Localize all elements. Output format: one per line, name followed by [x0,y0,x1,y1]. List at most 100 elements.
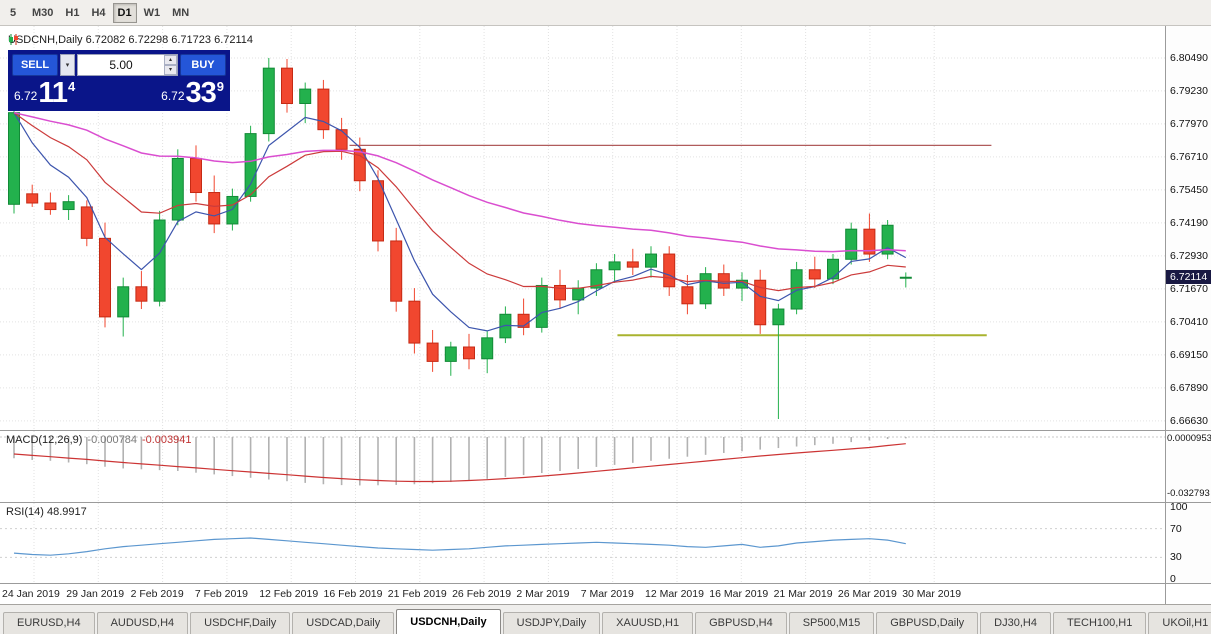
volume-decrease-button[interactable]: ▾ [164,65,177,75]
volume-increase-button[interactable]: ▴ [164,55,177,65]
candle-bullish [736,279,748,289]
price-axis-label: 6.69150 [1170,348,1208,361]
rsi-panel[interactable]: RSI(14) 48.9917 [0,503,1165,583]
candle-bullish [572,287,585,301]
date-axis-label: 7 Mar 2019 [580,588,634,600]
rsi-axis: 100 70 30 0 [1166,501,1211,585]
price-axis[interactable]: 6.72114 6.80490 6.79230 6.77970 6.76710 6.75… [1166,26,1211,430]
macd-axis: 0.0000953 -0.032793 [1166,431,1211,502]
macd-signal-value: -0.003941 [141,434,192,446]
timeframe-button-w1[interactable]: W1 [139,3,166,23]
timeframe-button-d1[interactable]: D1 [112,2,137,23]
price-axis-label: 6.70410 [1170,315,1208,328]
price-axis-label: 6.74190 [1170,216,1208,229]
rsi-line [13,537,906,556]
sell-price-big-digits: 11 [38,77,68,109]
candle-bullish [171,157,184,221]
price-axis-label: 6.80490 [1170,51,1208,64]
symbol-tab-usdjpy-daily[interactable]: USDJPY,Daily [502,612,601,634]
rsi-axis-label: 70 [1170,522,1182,535]
symbol-tab-gbpusd-h4[interactable]: GBPUSD,H4 [695,612,787,634]
candle-bearish [26,193,39,204]
chevron-down-icon: ▾ [168,67,172,73]
chart-tab-bar: EURUSD,H4 AUDUSD,H4 USDCHF,Daily USDCAD,Dai… [0,604,1211,634]
symbol-tab-tech100-h1[interactable]: TECH100,H1 [1052,612,1147,634]
symbol-tab-eurusd-h4[interactable]: EURUSD,H4 [3,612,95,634]
sell-price-pip-digit: 4 [68,79,76,94]
candle-bullish [244,133,257,197]
date-axis-label: 12 Mar 2019 [645,588,704,600]
candle-bullish [262,67,275,135]
chevron-down-icon: ▾ [65,62,70,69]
symbol-tab-ukoil-h1[interactable]: UKOil,H1 [1148,612,1211,634]
macd-indicator-name: MACD(12,26,9) [6,434,83,446]
timeframe-button-m30[interactable]: M30 [27,3,58,23]
candle-bullish [881,224,894,255]
candle-bullish [153,219,166,302]
sell-button[interactable]: SELL [12,54,58,76]
macd-signal-line [13,443,906,483]
candle-bullish [699,273,712,305]
symbol-tab-usdcad-daily[interactable]: USDCAD,Daily [292,612,395,634]
symbol-tab-gbpusd-daily[interactable]: GBPUSD,Daily [876,612,979,634]
candlestick-chart-icon [9,34,18,45]
date-axis-label: 12 Feb 2019 [259,588,319,600]
main-chart-canvas[interactable] [0,26,1165,430]
candle-bullish [608,261,621,271]
price-axis-label: 6.75450 [1170,183,1208,196]
symbol-tab-usdcnh-daily[interactable]: USDCNH,Daily [396,609,501,634]
candle-bearish [281,67,293,105]
symbol-tab-audusd-h4[interactable]: AUDUSD,H4 [96,612,189,634]
main-chart-area[interactable]: USDCNH,Daily 6.72082 6.72298 6.71723 6.7… [0,26,1165,430]
volume-input[interactable] [78,55,164,75]
date-axis-label: 7 Feb 2019 [194,588,249,600]
candle-bearish [463,346,475,360]
candle-bullish [845,228,858,260]
timeframe-toolbar: 5 M30 H1 H4 D1 W1 MN [0,0,1211,26]
panel-separator[interactable] [0,430,1211,431]
candle-bearish [426,342,439,362]
candle-bullish [481,337,494,360]
date-axis-label: 21 Mar 2019 [773,588,833,600]
price-axis-label: 6.66630 [1170,414,1208,427]
candle-bearish [80,206,93,239]
timeframe-button-5[interactable]: 5 [1,3,25,23]
timeframe-button-h4[interactable]: H4 [86,3,110,23]
candle-bearish [517,313,530,328]
one-click-trade-panel: SELL ▾ ▴ ▾ BUY 6.72 11 4 6.7 [8,50,230,111]
symbol-tab-sp500-m15[interactable]: SP500,M15 [788,612,875,634]
candle-bullish [444,346,457,362]
candle-bullish [299,88,312,105]
symbol-tab-xauusd-h1[interactable]: XAUUSD,H1 [602,612,694,634]
panel-separator[interactable] [0,583,1211,584]
date-axis[interactable]: 24 Jan 2019 29 Jan 2019 2 Feb 2019 7 Feb 20… [0,584,1165,604]
volume-dropdown-button[interactable]: ▾ [60,54,75,76]
candle-bullish [899,276,912,279]
macd-canvas [0,431,1165,502]
macd-panel[interactable]: MACD(12,26,9) -0.000784 -0.003941 [0,431,1165,502]
symbol-tab-usdchf-daily[interactable]: USDCHF,Daily [190,612,291,634]
sell-price-display[interactable]: 6.72 11 4 [14,77,76,109]
buy-button[interactable]: BUY [180,54,226,76]
chart-title-text: USDCNH,Daily 6.72082 6.72298 6.71723 6.7… [8,34,254,46]
timeframe-button-mn[interactable]: MN [167,3,194,23]
macd-main-value: -0.000784 [87,434,137,446]
rsi-axis-label: 0 [1170,573,1176,585]
current-price-badge: 6.72114 [1166,270,1211,285]
candle-bullish [535,284,548,328]
price-axis-label: 6.76710 [1170,150,1208,163]
timeframe-button-h1[interactable]: H1 [60,3,84,23]
candle-bearish [353,148,366,182]
buy-price-display[interactable]: 6.72 33 9 [161,79,224,108]
date-axis-label: 16 Mar 2019 [709,588,769,600]
candle-bearish [372,180,384,242]
sell-price-prefix: 6.72 [14,89,38,103]
rsi-label: RSI(14) 48.9917 [6,506,87,518]
candle-bearish [626,261,639,268]
candle-bearish [208,192,221,225]
symbol-tab-dj30-h4[interactable]: DJ30,H4 [980,612,1051,634]
date-axis-label: 26 Mar 2019 [837,588,897,600]
panel-separator[interactable] [0,502,1211,503]
candle-bearish [135,286,148,302]
